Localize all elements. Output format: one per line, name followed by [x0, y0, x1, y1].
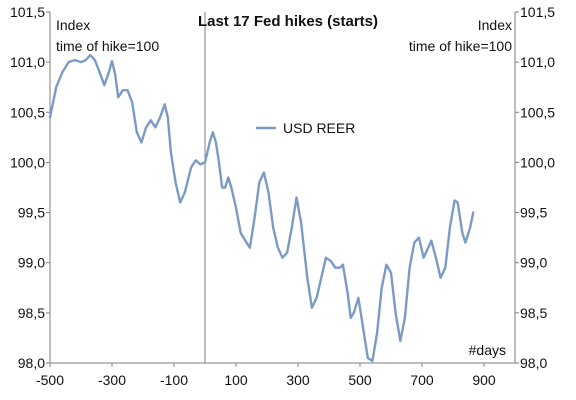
left-y-tick-label: 101,5	[10, 4, 45, 20]
series-line-usd-reer	[48, 53, 475, 363]
left-y-tick-label: 98,5	[18, 305, 45, 321]
chart-title: Last 17 Fed hikes (starts)	[198, 13, 378, 30]
x-tick-label: -500	[36, 372, 64, 388]
x-tick-label: 900	[472, 372, 496, 388]
series-layer	[48, 53, 475, 363]
x-tick-label: 300	[286, 372, 310, 388]
x-tick-label: -100	[160, 372, 188, 388]
x-tick-label: -300	[98, 372, 126, 388]
x-tick-label: 500	[348, 372, 372, 388]
left-y-tick-label: 100,5	[10, 104, 45, 120]
ticks-layer: 101,5 101,5 101,0 101,0 100,5 100,5 100,0 100,0…	[10, 4, 555, 388]
x-tick-label: 700	[410, 372, 434, 388]
left-y-tick-label: 99,5	[18, 205, 45, 221]
left-y-tick-label: 100,0	[10, 154, 45, 170]
left-axis-note-line2: time of hike=100	[56, 38, 159, 54]
right-y-tick-label: 99,5	[520, 205, 547, 221]
right-y-tick-label: 101,0	[520, 54, 555, 70]
right-y-tick-label: 98,0	[520, 355, 547, 371]
axes-layer	[49, 12, 516, 364]
right-axis-note-line2: time of hike=100	[409, 38, 512, 54]
left-axis-note-line1: Index	[56, 17, 90, 33]
x-unit-label: #days	[469, 342, 506, 358]
left-y-tick-label: 99,0	[18, 255, 45, 271]
right-y-tick-label: 100,5	[520, 104, 555, 120]
left-y-tick-label: 101,0	[10, 54, 45, 70]
legend: USD REER	[256, 120, 355, 136]
right-axis-note-line1: Index	[478, 17, 512, 33]
left-y-tick-label: 98,0	[18, 355, 45, 371]
right-y-tick-label: 98,5	[520, 305, 547, 321]
x-tick-label: 100	[224, 372, 248, 388]
right-y-tick-label: 99,0	[520, 255, 547, 271]
right-y-tick-label: 101,5	[520, 4, 555, 20]
right-y-tick-label: 100,0	[520, 154, 555, 170]
legend-label: USD REER	[283, 120, 355, 136]
